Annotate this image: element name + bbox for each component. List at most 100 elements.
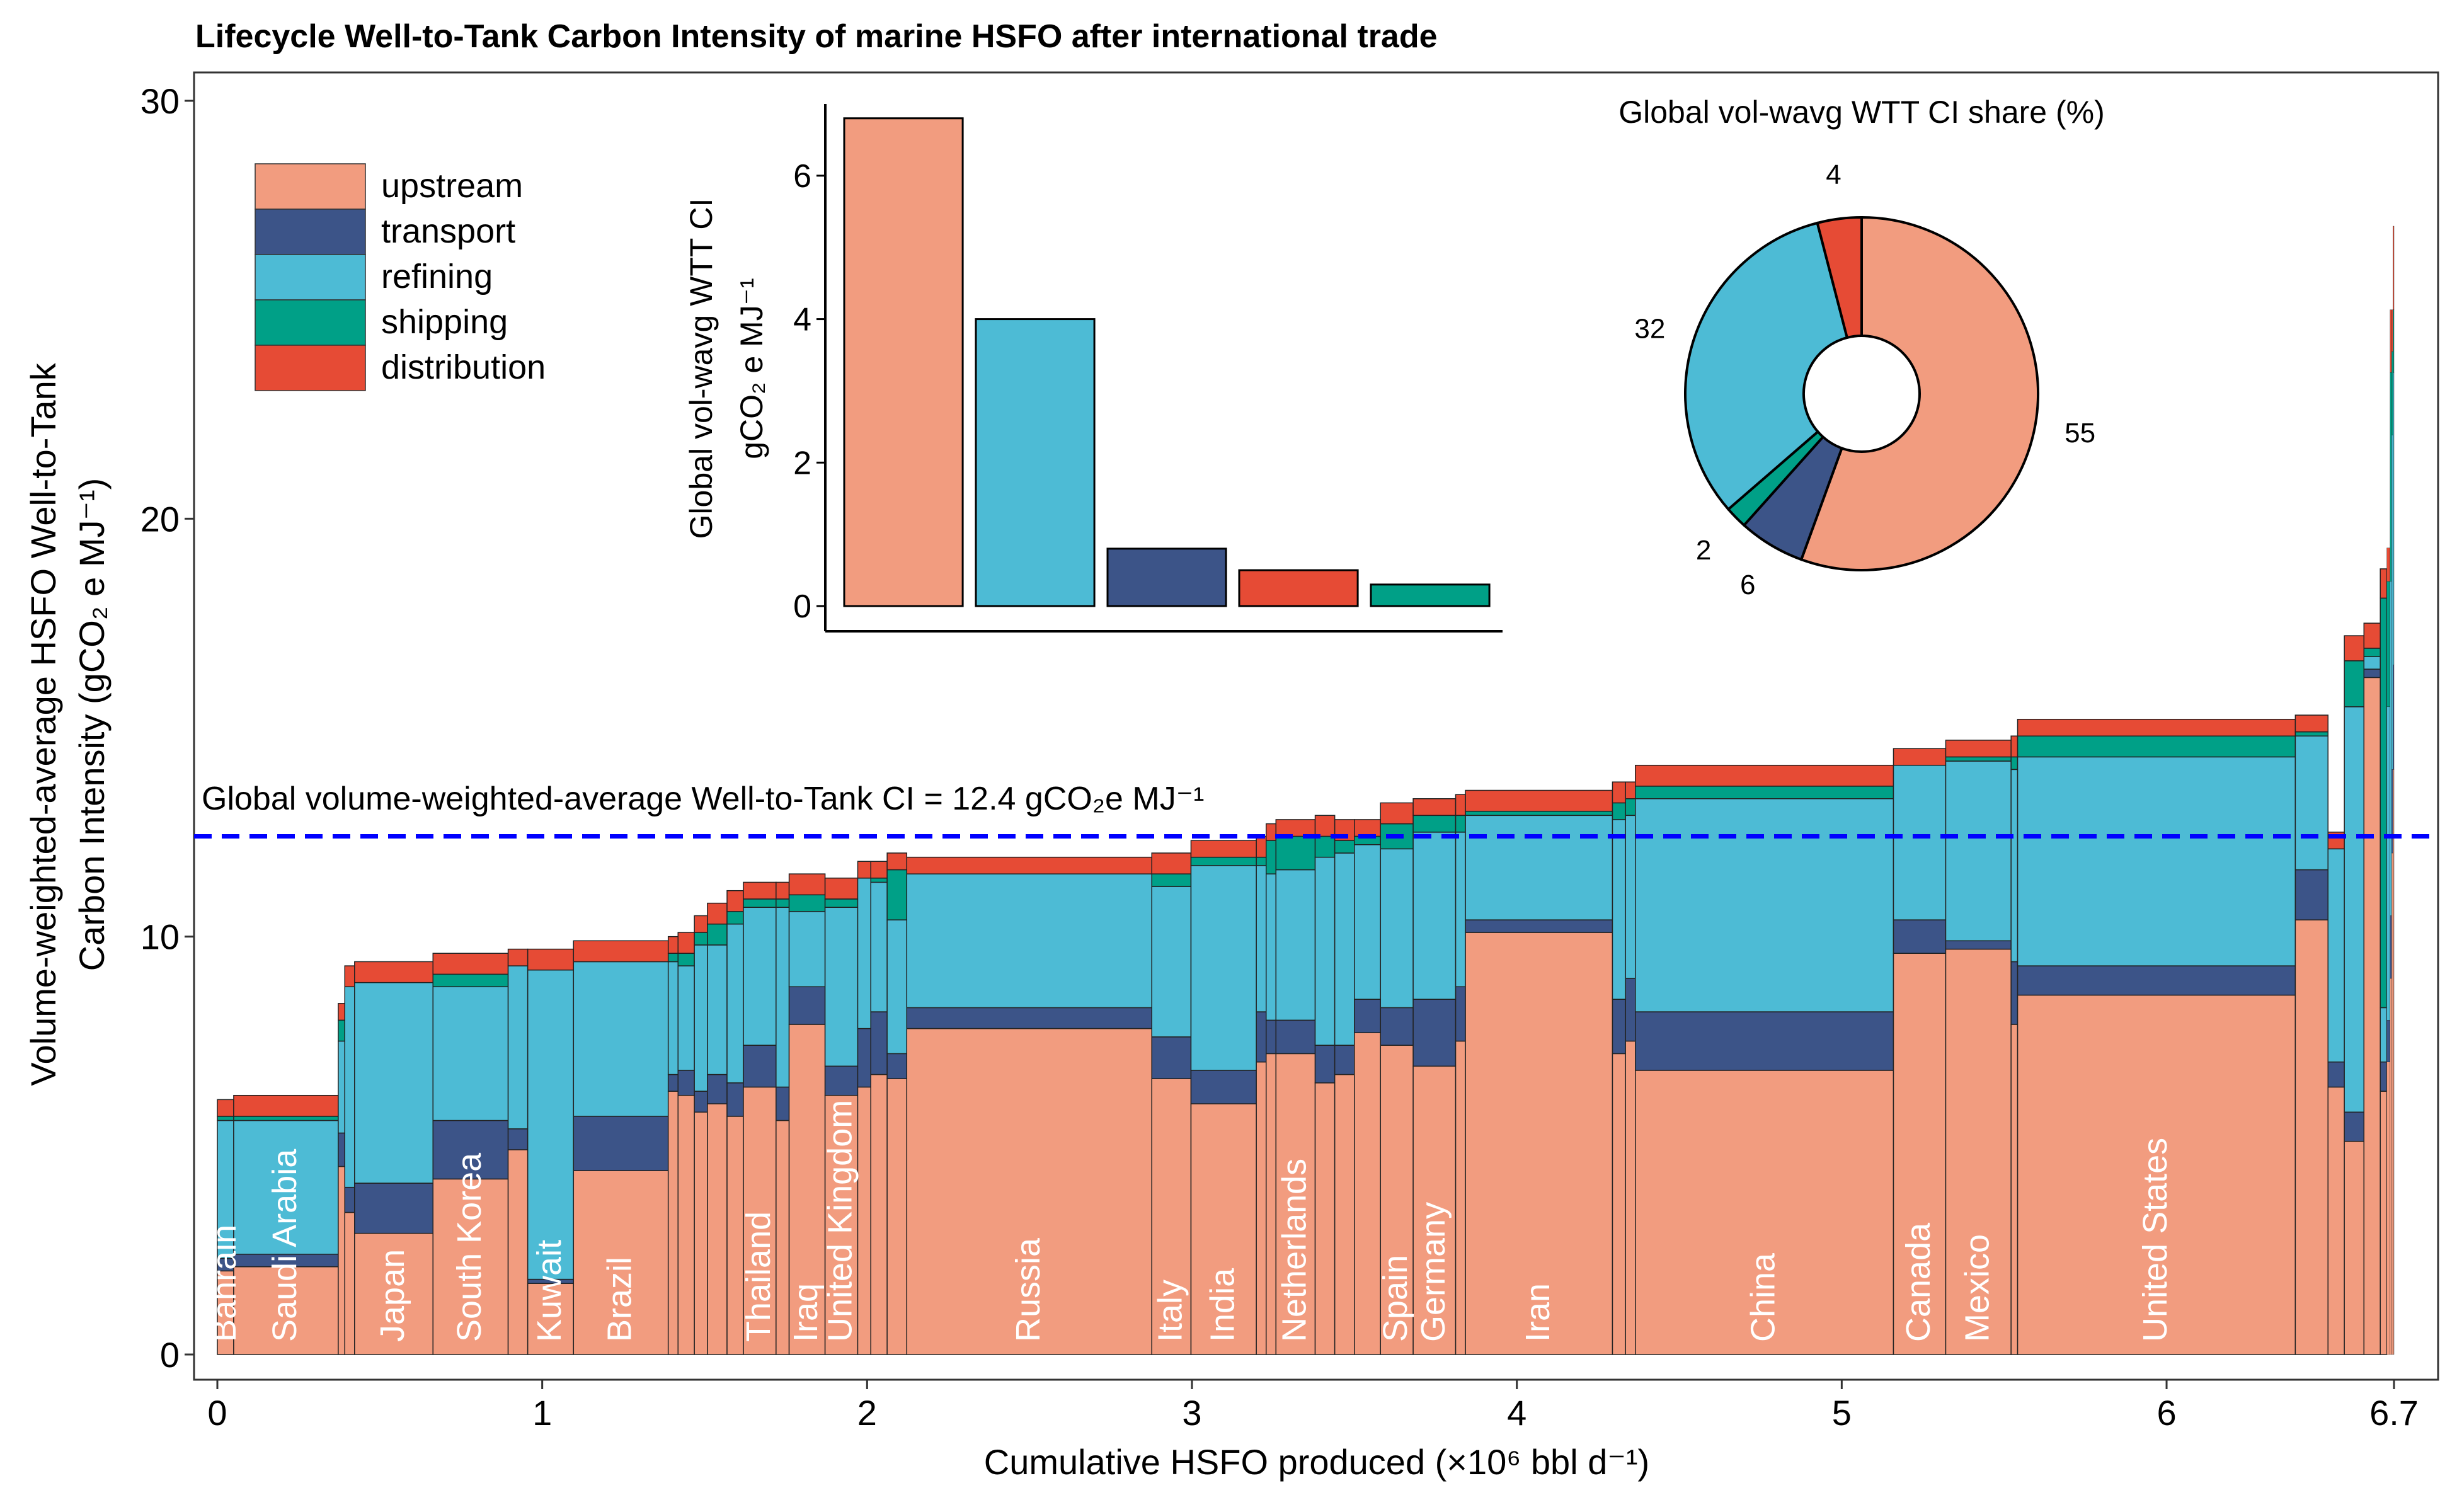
bar-segment-transport [1465, 919, 1613, 933]
inset-pie-chart: 55 62 32 4 [1634, 159, 2095, 600]
legend-label-distribution: distribution [381, 348, 546, 386]
bar-segment-transport [726, 1082, 744, 1117]
bar-segment-distribution [2390, 309, 2392, 373]
bar-segment-upstream [857, 1086, 871, 1355]
bar-segment-distribution [573, 940, 669, 963]
inset-bar-refining [975, 318, 1096, 607]
x-tick-label: 4 [1507, 1393, 1526, 1433]
bar-segment-refining [338, 1040, 346, 1134]
pie-value-label: 2 [1696, 535, 1711, 566]
country-label: Russia [1009, 1237, 1047, 1342]
bar-segment-refining [694, 944, 708, 1092]
bar-segment-refining [857, 878, 871, 1029]
pie-value-label: 6 [1740, 570, 1755, 600]
bar-segment-refining [1354, 844, 1382, 1000]
country-label: Japan [374, 1249, 411, 1342]
bar-segment-shipping [667, 953, 679, 963]
country-label: Germany [1414, 1202, 1452, 1342]
bar-segment-distribution [667, 936, 679, 954]
bar-segment-transport [743, 1045, 777, 1088]
country-label: Canada [1899, 1222, 1937, 1342]
bar-segment-refining [2380, 1007, 2388, 1063]
bar-segment-distribution [824, 878, 859, 900]
country-label: United Kingdom [822, 1100, 859, 1342]
bar-segment-shipping [2017, 735, 2296, 758]
pie-value-label: 4 [1826, 159, 1841, 190]
legend: upstream transport refining shipping distrib… [255, 163, 546, 391]
bar-segment-distribution [2017, 718, 2296, 737]
bar-segment-transport [1334, 1045, 1355, 1075]
bar-segment-transport [870, 1011, 888, 1075]
bar-segment-shipping [1635, 786, 1894, 799]
bar-segment-transport [1151, 1036, 1192, 1079]
bar-segment-distribution [1314, 815, 1336, 837]
bar-segment-distribution [1151, 852, 1192, 874]
bar-segment-refining [776, 907, 790, 1088]
bar-segment-upstream [1275, 1053, 1316, 1355]
bar-segment-transport [824, 1065, 859, 1096]
bar-segment-upstream [1265, 1053, 1277, 1355]
bar-segment-transport [1635, 1011, 1894, 1071]
bar-segment-shipping [2380, 597, 2388, 1009]
bar-segment-transport [338, 1132, 346, 1167]
bar-segment-upstream [2327, 1086, 2345, 1355]
country-label: Iran [1519, 1283, 1557, 1342]
legend-label-shipping: shipping [381, 303, 508, 341]
country-label: India [1203, 1268, 1241, 1342]
bar-segment-transport [354, 1183, 434, 1234]
bar-segment-distribution [2294, 714, 2328, 733]
bar-segment-transport [2294, 869, 2328, 920]
bar-segment-transport [344, 1186, 355, 1213]
bar-segment-distribution [1635, 764, 1894, 787]
bar-segment-upstream [507, 1149, 529, 1355]
bar-segment-upstream [1380, 1045, 1414, 1355]
pie-slice-distribution [1816, 215, 1863, 340]
bar-segment-transport [1612, 999, 1626, 1055]
bar-segment-upstream [2390, 978, 2392, 1355]
bar-segment-distribution [338, 1003, 346, 1021]
bar-segment-transport [788, 986, 826, 1025]
bar-segment-transport [2363, 668, 2381, 679]
bar-segment-shipping [886, 869, 908, 920]
bar-segment-transport [667, 1074, 679, 1092]
bar-segment-distribution [432, 953, 509, 975]
bar-segment-refining [354, 982, 434, 1184]
bar-segment-transport [1893, 919, 1947, 954]
bar-segment-distribution [2391, 309, 2393, 352]
x-axis-title: Cumulative HSFO produced (×10⁶ bbl d⁻¹) [984, 1442, 1649, 1482]
bar-segment-shipping [2386, 581, 2390, 707]
bar-segment-upstream [1625, 1040, 1636, 1355]
bar-segment-transport [1412, 999, 1457, 1067]
inset-bar-y-tick-label: 6 [793, 158, 811, 195]
country-label: Bahrain [205, 1225, 243, 1342]
bar-segment-transport [1256, 1011, 1267, 1063]
bar-segment-upstream [1635, 1070, 1894, 1355]
bar-segment-transport [2386, 1020, 2390, 1062]
legend-swatch-refining [255, 254, 366, 301]
bar-segment-transport [2380, 1061, 2388, 1092]
bar-segment-refining [2344, 706, 2365, 1113]
bar-segment-refining [2386, 706, 2390, 1021]
bar-segment-transport [2390, 915, 2392, 979]
bar-segment-refining [2327, 848, 2345, 1063]
inset-bar-transport [1106, 547, 1227, 607]
bar-segment-transport [573, 1116, 669, 1171]
inset-bar-distribution [1238, 569, 1359, 607]
inset-bar-ylabel-line2: gCO₂ e MJ⁻¹ [734, 278, 769, 459]
bar-segment-upstream [573, 1170, 669, 1355]
bar-segment-transport [1354, 999, 1382, 1033]
bar-segment-distribution [1455, 794, 1466, 816]
inset-bar-ylabel-line1: Global vol-wavg WTT CI [684, 198, 719, 539]
bar-segment-distribution [870, 861, 888, 879]
bar-segment-shipping [694, 932, 708, 946]
bar-segment-shipping [1265, 840, 1277, 874]
bar-segment-transport [906, 1007, 1152, 1029]
country-label: China [1744, 1252, 1782, 1342]
bar-segment-upstream [432, 1178, 509, 1355]
bar-segment-upstream [667, 1091, 679, 1355]
bar-segment-distribution [354, 961, 434, 983]
bar-segment-transport [707, 1074, 728, 1104]
bar-segment-shipping [2393, 309, 2395, 373]
legend-label-transport: transport [381, 212, 515, 250]
bar-segment-shipping [2363, 648, 2381, 657]
